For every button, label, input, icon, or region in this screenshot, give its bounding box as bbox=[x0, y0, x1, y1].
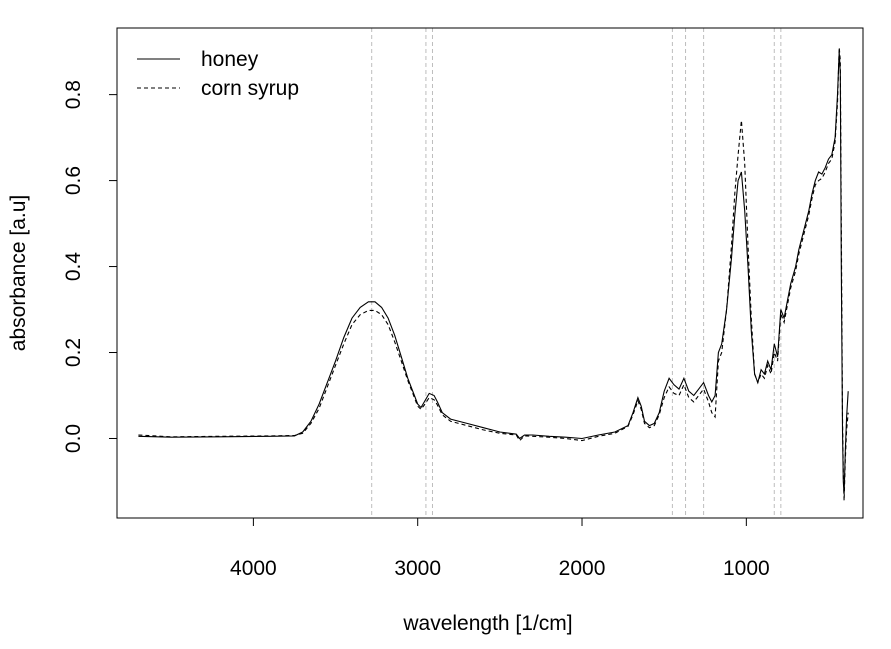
legend: honey corn syrup bbox=[137, 48, 299, 100]
y-tick-label: 0.4 bbox=[62, 252, 85, 282]
y-axis-label: absorbance [a.u] bbox=[7, 195, 30, 351]
legend-label: honey bbox=[201, 48, 259, 71]
series-lines bbox=[138, 47, 849, 501]
reference-lines bbox=[371, 28, 782, 518]
series-line-honey bbox=[138, 51, 849, 495]
plot-frame bbox=[116, 27, 864, 519]
x-tick-label: 3000 bbox=[394, 557, 441, 580]
y-tick-label: 0.2 bbox=[62, 338, 85, 367]
y-axis: 0.0 0.2 0.4 0.6 0.8 bbox=[62, 80, 118, 453]
legend-label: corn syrup bbox=[201, 77, 299, 100]
y-tick-label: 0.8 bbox=[62, 80, 85, 109]
x-tick-label: 4000 bbox=[230, 557, 277, 580]
x-tick-label: 2000 bbox=[559, 557, 606, 580]
y-tick-label: 0.6 bbox=[62, 166, 85, 195]
x-tick-label: 1000 bbox=[723, 557, 770, 580]
y-tick-label: 0.0 bbox=[62, 424, 85, 453]
x-axis-label: wavelength [1/cm] bbox=[402, 612, 572, 635]
x-axis: 4000 3000 2000 1000 bbox=[230, 517, 770, 580]
series-line-corn-syrup bbox=[138, 47, 849, 501]
